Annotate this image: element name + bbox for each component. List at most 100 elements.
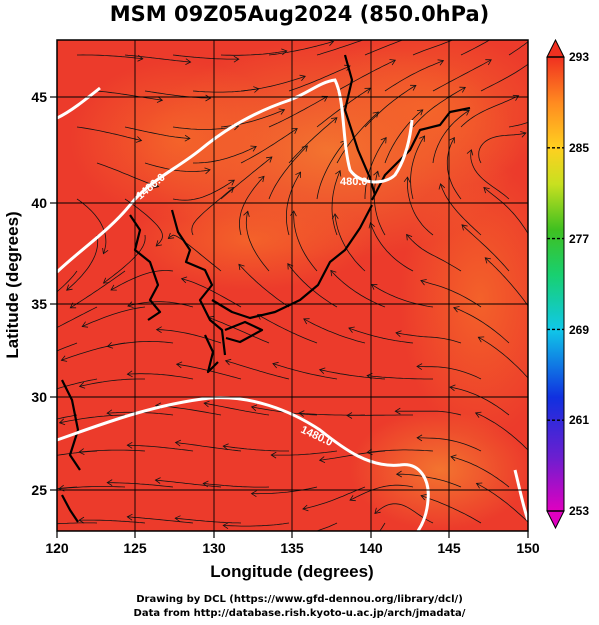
streamline: [223, 445, 289, 452]
streamline-arrow: [318, 367, 326, 374]
streamline-arrow: [374, 33, 380, 39]
streamline: [303, 318, 366, 344]
streamline-arrow: [266, 156, 273, 163]
streamline: [240, 75, 306, 92]
streamline: [460, 40, 491, 56]
streamline: [348, 327, 414, 344]
streamline: [367, 449, 434, 453]
streamline: [220, 156, 273, 200]
streamline-arrow: [287, 263, 294, 270]
streamline: [407, 177, 434, 236]
streamline: [384, 109, 424, 164]
streamline: [396, 473, 462, 488]
streamline-arrow: [368, 222, 375, 229]
colorbar-label: 277: [569, 232, 589, 246]
colorbar-max-arrow: [546, 38, 565, 58]
streamline-arrow: [419, 135, 426, 142]
streamline-arrow: [13, 426, 19, 432]
streamline-arrow: [301, 145, 308, 152]
streamline-arrow: [485, 59, 492, 66]
streamline-arrow: [449, 136, 455, 144]
streamline: [410, 135, 425, 200]
streamline-arrow: [299, 74, 306, 82]
streamline: [480, 63, 528, 92]
streamline: [107, 482, 174, 488]
streamline: [395, 332, 462, 344]
streamline: [57, 414, 78, 420]
streamline: [59, 414, 126, 424]
streamline-arrow: [403, 176, 411, 183]
streamline: [334, 213, 366, 272]
streamline-arrow: [106, 342, 114, 349]
streamline-arrow: [180, 276, 188, 284]
streamline: [172, 54, 239, 60]
streamline: [59, 486, 126, 490]
streamline-arrow: [468, 30, 474, 35]
streamline: [223, 522, 290, 527]
streamline-arrow: [302, 504, 309, 512]
streamline-arrow: [272, 361, 279, 369]
streamline-arrow: [346, 412, 353, 419]
streamline: [124, 198, 164, 247]
streamline-arrow: [203, 400, 210, 408]
x-tick-label: 125: [123, 540, 147, 556]
streamline-arrow: [202, 480, 209, 488]
streamline-arrow: [420, 494, 427, 501]
y-tick-label: 45: [31, 89, 47, 105]
streamline-arrow: [205, 94, 212, 102]
streamline-arrow: [174, 515, 181, 523]
y-tick-label: 30: [31, 389, 47, 405]
streamline: [124, 54, 191, 63]
streamline: [286, 171, 301, 236]
streamline: [191, 187, 234, 236]
streamline: [79, 378, 145, 387]
x-tick-label: 145: [437, 540, 461, 556]
streamline: [476, 483, 528, 523]
streamline: [420, 280, 482, 308]
streamline-arrow: [373, 170, 380, 177]
streamline-arrow: [410, 84, 417, 91]
streamline-arrow: [238, 263, 245, 271]
streamline: [172, 179, 235, 201]
streamline: [127, 373, 194, 380]
streamline: [316, 140, 347, 200]
streamline-arrow: [484, 257, 491, 264]
streamline: [287, 263, 338, 308]
streamline: [432, 109, 470, 164]
y-tick-label: 25: [31, 482, 47, 498]
streamline: [124, 126, 190, 139]
streamline-arrow: [295, 171, 302, 178]
streamline: [155, 479, 222, 488]
streamline-arrow: [126, 513, 133, 521]
streamline-arrow: [270, 451, 277, 459]
streamline: [127, 516, 194, 524]
colorbar-label: 269: [569, 323, 589, 337]
streamline: [245, 211, 270, 272]
streamline: [483, 187, 528, 235]
colorbar-min-arrow: [546, 510, 565, 530]
streamline: [412, 40, 454, 56]
streamline: [319, 369, 386, 380]
streamline-arrow: [370, 283, 378, 290]
streamline: [79, 449, 146, 453]
streamline-arrow: [16, 363, 22, 369]
streamline-arrow: [278, 108, 286, 115]
streamline-arrow: [475, 482, 483, 489]
streamline-arrow: [31, 522, 36, 528]
streamline: [315, 522, 338, 531]
streamline-arrow: [331, 213, 339, 220]
streamline: [417, 437, 482, 452]
streamline-arrow: [228, 179, 235, 186]
graticule: [57, 40, 528, 531]
streamline-arrow: [532, 57, 538, 62]
streamline-arrow: [416, 109, 424, 116]
streamline: [76, 198, 107, 254]
streamline-arrow: [185, 58, 192, 65]
streamline: [508, 121, 528, 128]
streamline: [336, 59, 396, 92]
streamline: [238, 264, 290, 308]
streamline-arrow: [227, 187, 235, 194]
streamline-arrow: [224, 358, 232, 366]
streamline: [470, 149, 510, 200]
